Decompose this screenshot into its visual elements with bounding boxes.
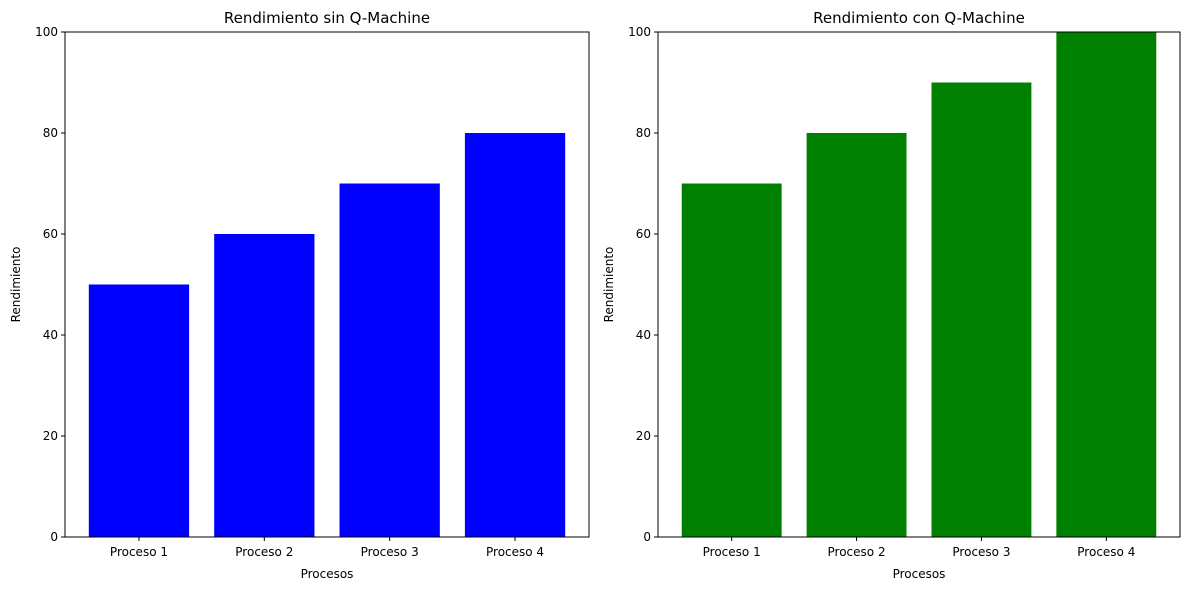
y-tick-label: 40 <box>43 328 58 342</box>
y-tick-label: 20 <box>43 429 58 443</box>
x-tick-label: Proceso 4 <box>486 545 544 559</box>
plot-frame <box>657 31 1181 538</box>
x-axis-label: Procesos <box>301 567 354 581</box>
bar-4 <box>464 133 566 537</box>
y-tick-label: 20 <box>636 429 651 443</box>
bar-3 <box>931 82 1032 537</box>
x-tick-label: Proceso 2 <box>235 545 293 559</box>
x-tick-label: Proceso 1 <box>110 545 168 559</box>
chart-left: 0 20 40 60 80 100 Proceso 1 Proceso 2 Proceso 3 P… <box>9 9 590 581</box>
x-tick-label: Proceso 4 <box>1077 545 1135 559</box>
bar-2 <box>214 234 315 537</box>
chart-title: Rendimiento sin Q-Machine <box>224 9 430 27</box>
chart-title: Rendimiento con Q-Machine <box>813 9 1025 27</box>
y-axis-label: Rendimiento <box>9 247 23 323</box>
bar-4 <box>1056 32 1157 537</box>
y-axis-label: Rendimiento <box>602 247 616 323</box>
x-axis-label: Procesos <box>893 567 946 581</box>
bar-1 <box>681 183 782 537</box>
y-tick-label: 80 <box>43 126 58 140</box>
plot-frame <box>64 31 590 538</box>
x-tick-label: Proceso 3 <box>952 545 1010 559</box>
y-tick-label: 0 <box>643 530 651 544</box>
x-tick-label: Proceso 2 <box>828 545 886 559</box>
y-tick-label: 100 <box>35 25 58 39</box>
y-tick-label: 60 <box>43 227 58 241</box>
bar-3 <box>339 183 440 537</box>
y-tick-label: 0 <box>50 530 58 544</box>
chart-right: 0 20 40 60 80 100 Proceso 1 Proceso 2 Proceso 3 P… <box>602 9 1181 581</box>
y-tick-label: 80 <box>636 126 651 140</box>
bar-2 <box>806 133 907 537</box>
y-tick-label: 60 <box>636 227 651 241</box>
y-tick-label: 40 <box>636 328 651 342</box>
x-tick-label: Proceso 3 <box>361 545 419 559</box>
bar-1 <box>88 284 190 537</box>
x-tick-label: Proceso 1 <box>703 545 761 559</box>
y-tick-label: 100 <box>628 25 651 39</box>
